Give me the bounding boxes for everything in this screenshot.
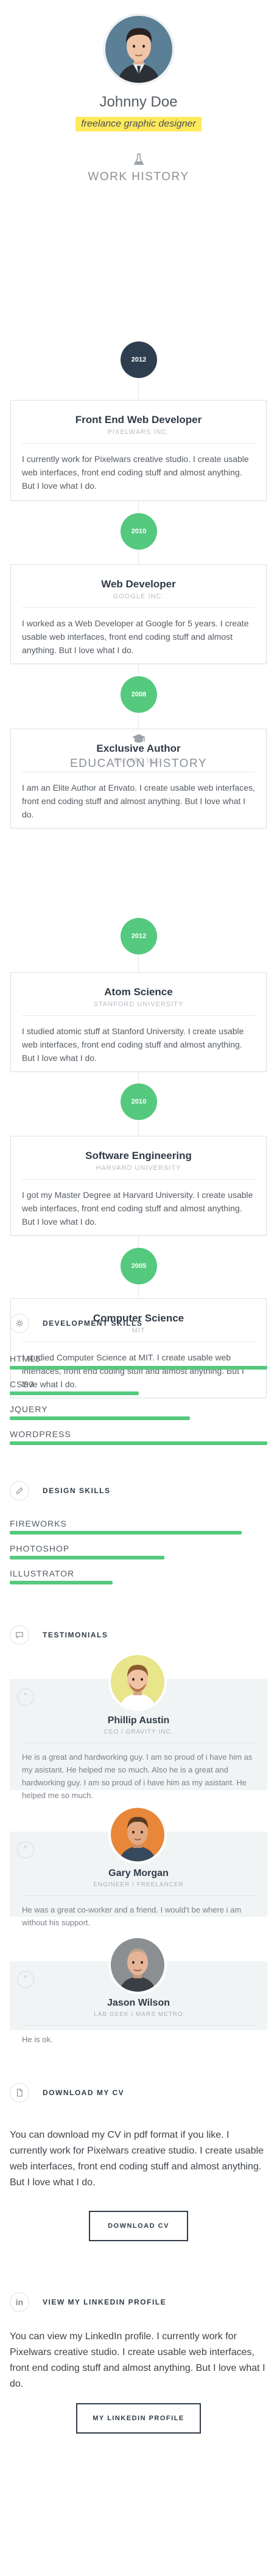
skill-label: JQUERY <box>10 1404 267 1414</box>
linkedin-title: VIEW MY LINKEDIN PROFILE <box>43 2298 166 2306</box>
education-history-title: EDUCATION HISTORY <box>0 757 277 771</box>
document-icon <box>10 2083 29 2102</box>
skill-jquery: JQUERY <box>10 1404 267 1420</box>
skill-wordpress: WORDPRESS <box>10 1429 267 1445</box>
work-card-text: I am an Elite Author at Envato. I create… <box>22 781 255 821</box>
download-cv-button[interactable]: DOWNLOAD CV <box>89 2211 188 2241</box>
testimonial-role: LAB GEEK / MARS METRO <box>22 2011 255 2018</box>
design-skills-title: DESIGN SKILLS <box>43 1486 111 1495</box>
profile-header: Johnny Doe freelance graphic designer <box>0 0 277 131</box>
edu-year-3: 2005 <box>121 1248 157 1284</box>
skill-bar <box>10 1366 267 1370</box>
edu-card-text: I studied atomic stuff at Stanford Unive… <box>22 1024 255 1065</box>
skill-label: WORDPRESS <box>10 1429 267 1439</box>
linkedin-profile-button[interactable]: MY LINKEDIN PROFILE <box>76 2403 201 2434</box>
skill-label: CSS3 <box>10 1379 267 1389</box>
quote-icon: “ <box>17 1841 34 1858</box>
graduation-cap-icon <box>131 732 146 746</box>
skill-bar <box>10 1556 164 1559</box>
skill-bar <box>10 1416 190 1420</box>
testimonials-heading: TESTIMONIALS <box>10 1625 108 1645</box>
skill-bar <box>10 1581 113 1584</box>
skill-label: PHOTOSHOP <box>10 1544 267 1553</box>
edu-card-org: HARVARD UNIVERSITY <box>22 1164 255 1172</box>
work-card-text: I currently work for Pixelwars creative … <box>22 452 255 492</box>
testimonial-role: CEO / GRAVITY INC. <box>22 1729 255 1735</box>
work-year-3: 2008 <box>121 676 157 713</box>
testimonial-text: He was a great co-worker and a friend. I… <box>22 1903 255 1929</box>
skill-bar <box>10 1441 267 1445</box>
avatar <box>103 13 175 85</box>
dev-skills-heading: DEVELOPMENT SKILLS <box>10 1314 142 1333</box>
skill-label: ILLUSTRATOR <box>10 1569 267 1578</box>
flask-icon <box>131 152 146 167</box>
skill-illustrator: ILLUSTRATOR <box>10 1569 267 1584</box>
edu-card-title: Software Engineering <box>22 1150 255 1162</box>
pencil-icon <box>10 1481 29 1500</box>
edu-year-1: 2012 <box>121 918 157 954</box>
testimonials-title: TESTIMONIALS <box>43 1631 108 1639</box>
work-card-title: Web Developer <box>22 578 255 590</box>
work-history-heading: WORK HISTORY <box>0 152 277 184</box>
education-history-heading: EDUCATION HISTORY <box>0 732 277 771</box>
testimonial-text: He is a great and hardworking guy. I am … <box>22 1751 255 1802</box>
edu-card-text: I got my Master Degree at Harvard Univer… <box>22 1188 255 1228</box>
profile-name: Johnny Doe <box>0 94 277 111</box>
skill-bar <box>10 1531 242 1535</box>
linkedin-heading: in VIEW MY LINKEDIN PROFILE <box>10 2292 166 2312</box>
edu-card-org: STANFORD UNIVERSITY <box>22 1001 255 1008</box>
quote-icon: “ <box>17 1971 34 1988</box>
cv-text: You can download my CV in pdf format if … <box>10 2127 267 2191</box>
skill-bar <box>10 1391 139 1395</box>
work-card-org: PIXELWARS INC. <box>22 429 255 436</box>
work-year-1: 2012 <box>121 341 157 378</box>
skill-photoshop: PHOTOSHOP <box>10 1544 267 1559</box>
work-card-1: Front End Web Developer PIXELWARS INC. I… <box>10 400 267 501</box>
design-skills-heading: DESIGN SKILLS <box>10 1481 111 1500</box>
cv-heading: DOWNLOAD MY CV <box>10 2083 124 2102</box>
edu-year-2: 2010 <box>121 1083 157 1120</box>
skill-label: FIREWORKS <box>10 1519 267 1528</box>
work-card-title: Front End Web Developer <box>22 414 255 426</box>
avatar <box>108 1936 167 1994</box>
work-card-2: Web Developer GOOGLE INC. I worked as a … <box>10 564 267 664</box>
work-card-text: I worked as a Web Developer at Google fo… <box>22 617 255 657</box>
profile-tagline: freelance graphic designer <box>75 117 202 131</box>
linkedin-icon: in <box>10 2292 29 2312</box>
gear-icon <box>10 1314 29 1333</box>
dev-skills-title: DEVELOPMENT SKILLS <box>43 1319 142 1328</box>
work-history-title: WORK HISTORY <box>0 170 277 184</box>
skill-label: HTML5 <box>10 1354 267 1363</box>
work-card-org: GOOGLE INC. <box>22 593 255 600</box>
edu-card-1: Atom Science STANFORD UNIVERSITY I studi… <box>10 972 267 1072</box>
testimonial-text: He is ok. <box>22 2033 255 2046</box>
quote-icon: “ <box>17 1689 34 1706</box>
skill-css3: CSS3 <box>10 1379 267 1395</box>
skill-fireworks: FIREWORKS <box>10 1519 267 1535</box>
testimonial-role: ENGINEER / FREELANCER <box>22 1881 255 1888</box>
edu-card-title: Atom Science <box>22 986 255 998</box>
skill-html5: HTML5 <box>10 1354 267 1370</box>
linkedin-text: You can view my LinkedIn profile. I curr… <box>10 2329 267 2392</box>
edu-card-2: Software Engineering HARVARD UNIVERSITY … <box>10 1136 267 1236</box>
speech-bubble-icon <box>10 1625 29 1645</box>
avatar <box>108 1653 167 1711</box>
avatar <box>108 1805 167 1864</box>
cv-title: DOWNLOAD MY CV <box>43 2088 124 2097</box>
work-year-2: 2010 <box>121 513 157 550</box>
